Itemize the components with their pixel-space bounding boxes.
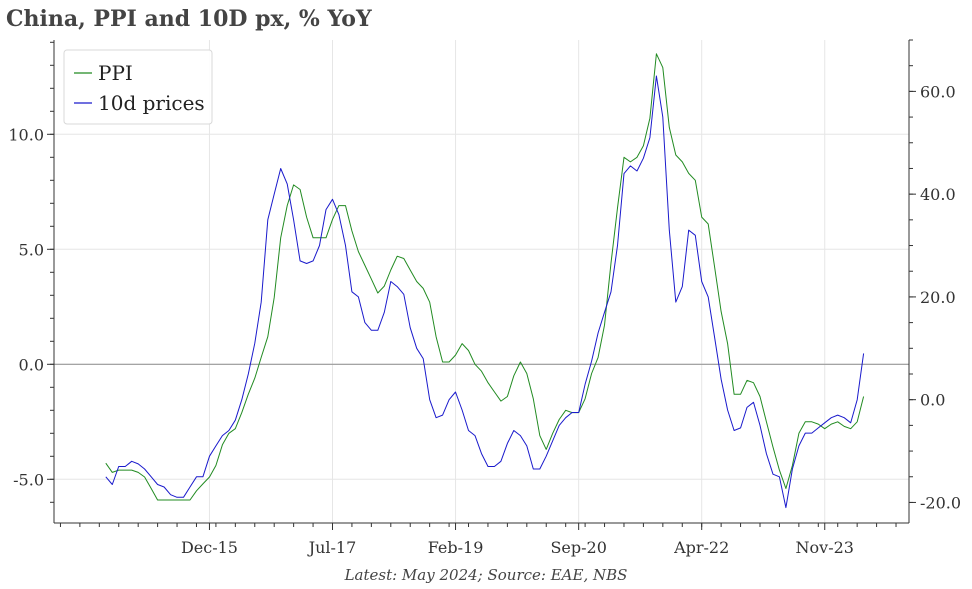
prices10d-series-line: [105, 75, 865, 509]
x-tick-label: Nov-23: [796, 538, 854, 557]
x-tick-label: Feb-19: [428, 538, 484, 557]
left-tick-label: 0.0: [19, 355, 44, 374]
legend-label: 10d prices: [98, 91, 205, 115]
chart-title: China, PPI and 10D px, % YoY: [6, 6, 372, 32]
x-tick-label: Jul-17: [307, 538, 357, 557]
x-tick-label: Dec-15: [181, 538, 238, 557]
right-tick-label: 40.0: [920, 185, 956, 204]
legend-box: [63, 49, 213, 125]
series-layer: [105, 53, 865, 509]
right-tick-label: -20.0: [920, 493, 961, 512]
legend: PPI 10d prices: [63, 49, 213, 125]
axes: Dec-15 Jul-17 Feb-19 Sep-20 Apr-22 Nov-23 -5.0…: [8, 39, 961, 557]
left-tick-label: 10.0: [8, 125, 44, 144]
left-tick-label: 5.0: [19, 240, 44, 259]
right-tick-label: 20.0: [920, 288, 956, 307]
right-tick-label: 0.0: [920, 391, 945, 410]
legend-label: PPI: [98, 61, 133, 85]
right-tick-label: 60.0: [920, 82, 956, 101]
left-tick-label: -5.0: [13, 470, 44, 489]
x-tick-label: Sep-20: [550, 538, 606, 557]
chart-source: Latest: May 2024; Source: EAE, NBS: [344, 566, 628, 584]
ppi-series-line: [105, 53, 865, 501]
x-tick-label: Apr-22: [673, 538, 729, 557]
